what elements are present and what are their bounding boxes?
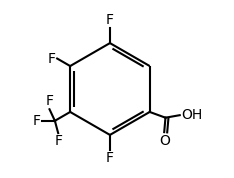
Text: F: F [48,52,56,66]
Text: O: O [159,134,170,148]
Text: F: F [33,114,41,128]
Text: F: F [106,13,114,27]
Text: F: F [54,134,62,148]
Text: F: F [45,94,54,108]
Text: OH: OH [181,108,202,122]
Text: F: F [106,151,114,165]
